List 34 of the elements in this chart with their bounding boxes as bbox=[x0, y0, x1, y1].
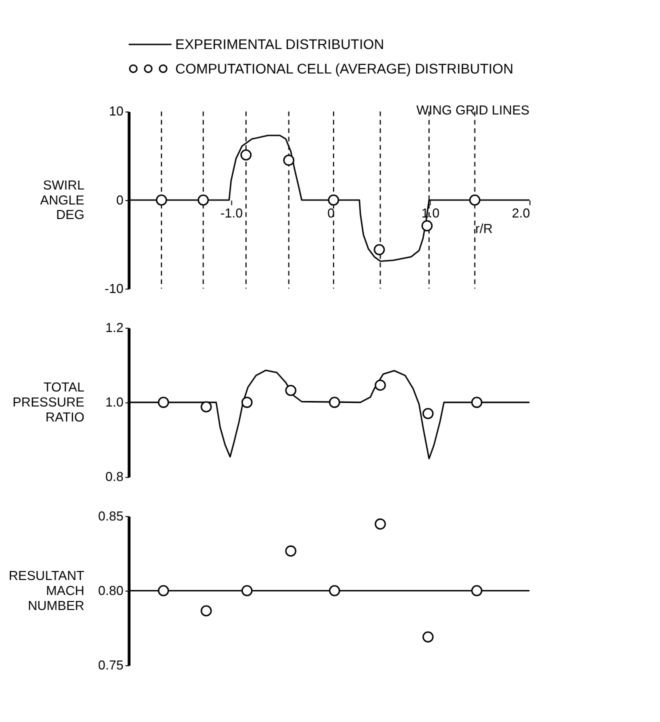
x-tick-label: 2.0 bbox=[512, 205, 530, 220]
x-axis-title: r/R bbox=[475, 221, 493, 236]
y-axis-title: TOTAL PRESSURE RATIO bbox=[12, 380, 85, 424]
legend-label: EXPERIMENTAL DISTRIBUTION bbox=[175, 36, 384, 52]
point bbox=[422, 408, 434, 420]
point bbox=[471, 396, 482, 408]
point bbox=[285, 384, 296, 396]
point bbox=[374, 518, 386, 530]
y-tick-label: 0.8 bbox=[105, 469, 124, 484]
y-tick-label: 10 bbox=[109, 104, 124, 119]
point bbox=[328, 585, 340, 596]
point bbox=[200, 605, 212, 616]
y-tick-label: -10 bbox=[104, 280, 124, 296]
point bbox=[471, 585, 482, 596]
point bbox=[200, 401, 212, 412]
y-axis-title: RESULTANT MACH NUMBER bbox=[8, 568, 84, 613]
point bbox=[241, 585, 253, 596]
y-tick-label: 1.0 bbox=[105, 394, 124, 410]
point bbox=[422, 631, 434, 642]
point bbox=[158, 585, 170, 596]
x-tick-label: -1.0 bbox=[220, 205, 243, 220]
y-tick-label: 0.75 bbox=[98, 657, 124, 672]
point bbox=[285, 545, 296, 557]
legend-label: COMPUTATIONAL CELL (AVERAGE) DISTRIBUTION bbox=[175, 60, 514, 76]
point bbox=[328, 396, 340, 408]
y-axis-title: SWIRL ANGLE DEG bbox=[40, 177, 85, 222]
point bbox=[241, 396, 253, 408]
y-tick-label: 0.85 bbox=[98, 508, 124, 524]
y-tick-label: 0.80 bbox=[98, 582, 124, 598]
point bbox=[374, 380, 386, 391]
annotation: WING GRID LINES bbox=[416, 102, 530, 118]
point bbox=[158, 396, 170, 408]
y-tick-label: 0 bbox=[116, 192, 124, 208]
y-tick-label: 1.2 bbox=[105, 320, 124, 335]
